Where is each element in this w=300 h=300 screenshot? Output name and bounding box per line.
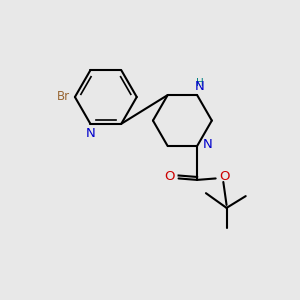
Text: O: O [219,170,230,184]
Text: N: N [195,80,204,93]
Text: H: H [196,78,203,88]
Text: Br: Br [56,91,70,103]
Text: O: O [164,170,175,184]
Text: N: N [202,138,212,151]
Text: N: N [85,127,95,140]
